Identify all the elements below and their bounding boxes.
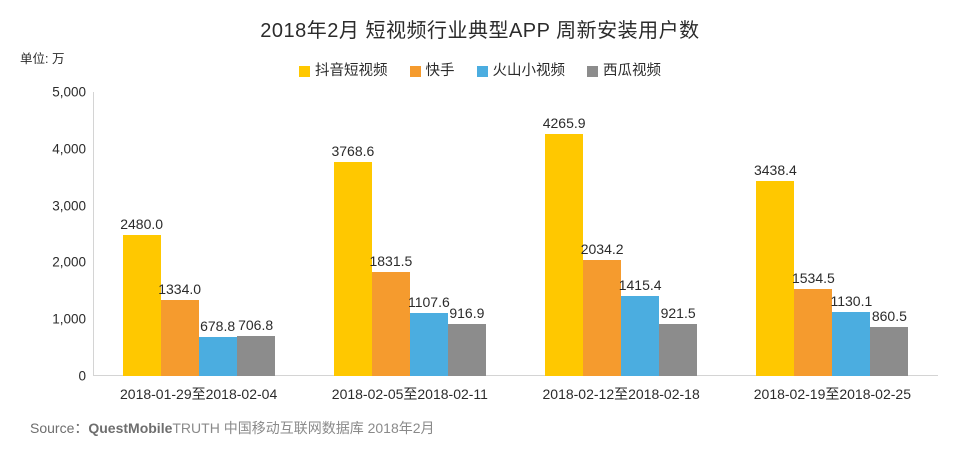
bar-value-label: 1831.5 bbox=[369, 252, 413, 269]
y-tick-label: 4,000 bbox=[52, 141, 86, 157]
legend-label: 快手 bbox=[425, 63, 455, 79]
unit-label: 单位: 万 bbox=[20, 52, 65, 66]
bar[interactable] bbox=[333, 161, 372, 376]
bar-slot: 2480.0 bbox=[120, 92, 164, 376]
bar-slot: 4265.9 bbox=[542, 92, 586, 376]
y-tick-label: 3,000 bbox=[52, 198, 86, 214]
bar-value-label: 921.5 bbox=[660, 304, 696, 321]
bar-group: 3768.6 1831.5 1107.6 916.9 bbox=[304, 92, 515, 376]
source-note: Source：QuestMobileTRUTH 中国移动互联网数据库 2018年… bbox=[30, 418, 435, 438]
bar-groups: 2480.0 1334.0 678.8 706.8 3768.6 1831.5 1107.6… bbox=[93, 92, 938, 376]
bar-slot: 921.5 bbox=[659, 92, 698, 376]
bar-slot: 916.9 bbox=[447, 92, 486, 376]
bar[interactable] bbox=[756, 180, 795, 376]
x-axis-labels: 2018-01-29至2018-02-04 2018-02-05至2018-02-… bbox=[93, 384, 938, 404]
bar-value-label: 4265.9 bbox=[542, 114, 586, 131]
bar[interactable] bbox=[409, 313, 448, 376]
bar[interactable] bbox=[198, 337, 237, 376]
y-axis-line bbox=[93, 92, 94, 376]
y-tick-label: 0 bbox=[78, 368, 86, 384]
x-axis-category-label: 2018-02-12至2018-02-18 bbox=[542, 386, 700, 402]
bar-slot: 860.5 bbox=[870, 92, 909, 376]
bar-value-label: 1334.0 bbox=[158, 281, 202, 298]
bar[interactable] bbox=[545, 133, 584, 376]
bar-slot: 3438.4 bbox=[753, 92, 797, 376]
y-tick-label: 5,000 bbox=[52, 84, 86, 100]
bar-group: 4265.9 2034.2 1415.4 921.5 bbox=[516, 92, 727, 376]
x-axis-line bbox=[93, 375, 938, 376]
bar-cluster: 3768.6 1831.5 1107.6 916.9 bbox=[331, 92, 486, 376]
bar[interactable] bbox=[870, 327, 909, 376]
legend-item-1[interactable]: 快手 bbox=[409, 63, 455, 79]
bar[interactable] bbox=[236, 335, 275, 376]
bar-slot: 1415.4 bbox=[618, 92, 662, 376]
bar[interactable] bbox=[659, 323, 698, 376]
bar-cluster: 2480.0 1334.0 678.8 706.8 bbox=[120, 92, 275, 376]
bar-value-label: 1107.6 bbox=[407, 294, 450, 311]
legend-label: 抖音短视频 bbox=[315, 63, 388, 79]
bar[interactable] bbox=[621, 295, 660, 376]
bar-slot: 1107.6 bbox=[407, 92, 450, 376]
bar-value-label: 1534.5 bbox=[791, 269, 835, 286]
bar-value-label: 678.8 bbox=[200, 318, 236, 335]
plot-area bbox=[93, 92, 938, 376]
bar-slot: 706.8 bbox=[236, 92, 275, 376]
legend-swatch-icon bbox=[587, 65, 598, 77]
legend-swatch-icon bbox=[476, 65, 488, 77]
bar-value-label: 3768.6 bbox=[331, 142, 375, 159]
legend-swatch-icon bbox=[299, 65, 310, 77]
legend-item-3[interactable]: 西瓜视频 bbox=[587, 64, 661, 79]
bar[interactable] bbox=[832, 311, 871, 376]
bar-value-label: 2034.2 bbox=[580, 241, 624, 258]
bar-slot: 678.8 bbox=[198, 92, 237, 376]
page-title: 2018年2月 短视频行业典型APP 周新安装用户数 bbox=[260, 20, 700, 42]
source-brand: QuestMobile bbox=[88, 420, 173, 436]
legend-swatch-icon bbox=[409, 65, 421, 77]
bar-cluster: 3438.4 1534.5 1130.1 860.5 bbox=[753, 92, 909, 376]
legend-item-2[interactable]: 火山小视频 bbox=[476, 63, 566, 79]
legend-item-0[interactable]: 抖音短视频 bbox=[299, 64, 388, 79]
bar[interactable] bbox=[794, 288, 833, 376]
y-tick-label: 2,000 bbox=[52, 254, 86, 270]
chart-legend: 抖音短视频 快手 火山小视频 西瓜视频 bbox=[0, 64, 960, 79]
y-axis-ticks: 5,000 4,000 3,000 2,000 1,000 0 bbox=[0, 85, 86, 384]
bar-slot: 1831.5 bbox=[369, 92, 413, 376]
bar-value-label: 2480.0 bbox=[120, 216, 164, 233]
bar-value-label: 3438.4 bbox=[753, 161, 797, 178]
bar-slot: 1534.5 bbox=[791, 92, 835, 376]
bar-value-label: 916.9 bbox=[449, 304, 485, 321]
legend-label: 西瓜视频 bbox=[603, 63, 661, 79]
bar-cluster: 4265.9 2034.2 1415.4 921.5 bbox=[542, 92, 698, 376]
bar-slot: 2034.2 bbox=[580, 92, 624, 376]
source-rest: TRUTH 中国移动互联网数据库 2018年2月 bbox=[172, 420, 435, 436]
bar-slot: 3768.6 bbox=[331, 92, 375, 376]
bar-group: 3438.4 1534.5 1130.1 860.5 bbox=[727, 92, 938, 376]
bar-value-label: 706.8 bbox=[238, 316, 274, 333]
bar[interactable] bbox=[447, 323, 486, 376]
y-tick-label: 1,000 bbox=[52, 311, 86, 327]
bar[interactable] bbox=[371, 271, 410, 376]
bar[interactable] bbox=[160, 300, 199, 376]
bar[interactable] bbox=[583, 260, 622, 376]
bar-value-label: 860.5 bbox=[871, 308, 907, 325]
x-axis-category-label: 2018-01-29至2018-02-04 bbox=[120, 386, 278, 402]
bar[interactable] bbox=[122, 235, 161, 376]
bar-value-label: 1415.4 bbox=[618, 276, 662, 293]
bar-value-label: 1130.1 bbox=[830, 292, 873, 309]
bar-slot: 1130.1 bbox=[830, 92, 873, 376]
x-axis-category-label: 2018-02-19至2018-02-25 bbox=[753, 386, 911, 402]
legend-label: 火山小视频 bbox=[492, 63, 566, 79]
source-prefix: Source： bbox=[30, 420, 89, 436]
bar-slot: 1334.0 bbox=[158, 92, 202, 376]
x-axis-category-label: 2018-02-05至2018-02-11 bbox=[331, 386, 488, 402]
bar-group: 2480.0 1334.0 678.8 706.8 bbox=[93, 92, 304, 376]
